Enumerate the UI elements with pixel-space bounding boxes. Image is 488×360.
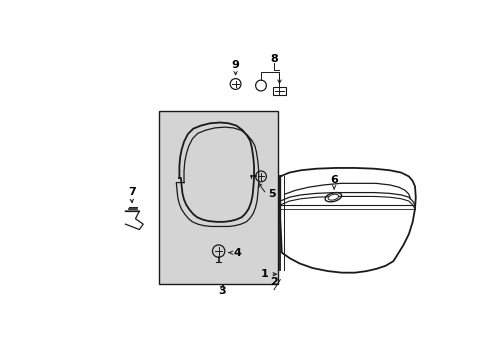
Bar — [273, 87, 285, 95]
Ellipse shape — [327, 194, 338, 200]
Text: 6: 6 — [329, 175, 337, 185]
Text: 8: 8 — [270, 54, 277, 64]
Bar — [158, 111, 277, 284]
Text: 5: 5 — [267, 189, 275, 199]
Text: 4: 4 — [233, 248, 242, 258]
Text: 2: 2 — [270, 277, 277, 287]
Text: 9: 9 — [231, 60, 239, 70]
Text: 1: 1 — [261, 269, 268, 279]
Text: 3: 3 — [218, 286, 226, 296]
Text: 7: 7 — [127, 187, 135, 197]
